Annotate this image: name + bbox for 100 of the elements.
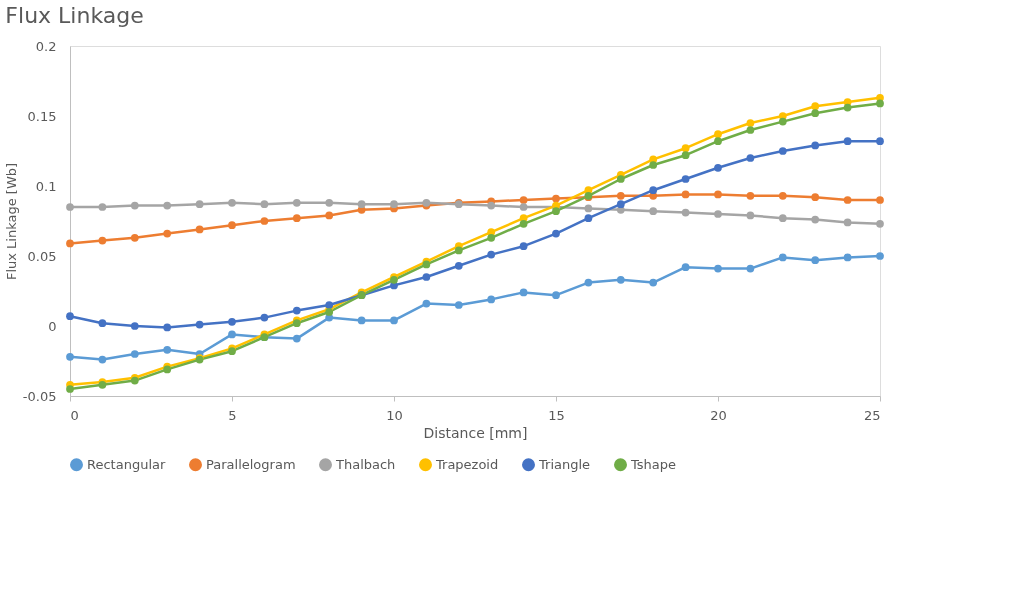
point [66, 385, 74, 393]
point [616, 275, 625, 284]
point [681, 208, 690, 217]
point [811, 215, 820, 224]
point [519, 242, 528, 251]
point [843, 253, 852, 262]
point [714, 163, 722, 172]
point [325, 211, 334, 220]
point [228, 221, 236, 230]
point [552, 229, 560, 238]
point [843, 196, 852, 204]
point [519, 288, 528, 297]
x-axis-title: Distance [mm] [423, 424, 528, 441]
point [195, 225, 204, 234]
point [584, 204, 593, 213]
point [390, 200, 398, 209]
point [714, 130, 722, 139]
point [616, 200, 625, 209]
point [552, 291, 560, 300]
point [357, 316, 366, 325]
point [260, 200, 269, 209]
point [649, 207, 658, 216]
y-tick-label: 0 [48, 318, 57, 334]
x-tick-label: 10 [386, 407, 403, 423]
point [195, 320, 204, 329]
point [778, 147, 787, 155]
point [778, 117, 787, 126]
point [163, 345, 172, 354]
point [552, 194, 560, 203]
point [66, 312, 74, 321]
point [422, 299, 431, 308]
point [487, 233, 496, 242]
point [811, 256, 820, 265]
x-tick-label: 15 [548, 407, 565, 423]
x-tick-label: 5 [228, 407, 237, 423]
point [292, 198, 301, 207]
point [746, 119, 755, 127]
point [681, 151, 690, 160]
point [260, 217, 269, 225]
point [843, 218, 852, 227]
point [98, 203, 107, 211]
point [552, 207, 560, 216]
point [746, 126, 755, 134]
legend-label: Parallelogram [206, 456, 296, 472]
point [811, 109, 820, 118]
point [130, 322, 139, 330]
point [876, 137, 884, 146]
point [519, 203, 528, 211]
x-tick-label: 25 [863, 407, 881, 423]
point [681, 175, 690, 183]
point [422, 273, 431, 281]
point [746, 264, 755, 273]
point [66, 203, 74, 211]
point [98, 355, 107, 364]
point [163, 201, 172, 210]
y-axis-title: Flux Linkage [Wb] [3, 162, 19, 281]
point [746, 191, 755, 200]
point [778, 253, 787, 262]
point [130, 201, 139, 210]
point [325, 198, 334, 207]
point [714, 210, 722, 218]
point [876, 252, 884, 260]
point [163, 323, 172, 332]
y-tick-label: 0.1 [35, 178, 57, 194]
point [98, 236, 107, 245]
point [811, 102, 820, 111]
x-tick-label: 0 [70, 407, 79, 423]
point [714, 190, 722, 199]
chart-title: Flux Linkage [5, 3, 144, 28]
point [228, 317, 236, 326]
point [714, 264, 722, 273]
point [519, 196, 528, 204]
x-tick-label: 20 [710, 407, 727, 423]
point [260, 313, 269, 322]
point [228, 198, 236, 207]
point [584, 214, 593, 223]
point [130, 350, 139, 358]
point [292, 334, 301, 343]
point [681, 190, 690, 199]
y-tick-label: 0.2 [35, 38, 57, 54]
legend-label: Trapezoid [435, 456, 499, 472]
point [811, 141, 820, 150]
point [357, 200, 366, 209]
point [649, 161, 658, 169]
point [681, 263, 690, 272]
point [778, 214, 787, 223]
point [519, 219, 528, 228]
point [649, 186, 658, 195]
legend-label: Triangle [538, 456, 591, 472]
legend-label: Tshape [630, 456, 677, 472]
point [292, 214, 301, 223]
y-tick-label: -0.05 [22, 388, 57, 404]
point [454, 261, 463, 270]
point [616, 191, 625, 200]
point [66, 239, 74, 248]
point [454, 301, 463, 309]
y-tick-label: 0.05 [27, 248, 57, 264]
point [487, 295, 496, 304]
point [876, 196, 884, 204]
point [746, 211, 755, 220]
